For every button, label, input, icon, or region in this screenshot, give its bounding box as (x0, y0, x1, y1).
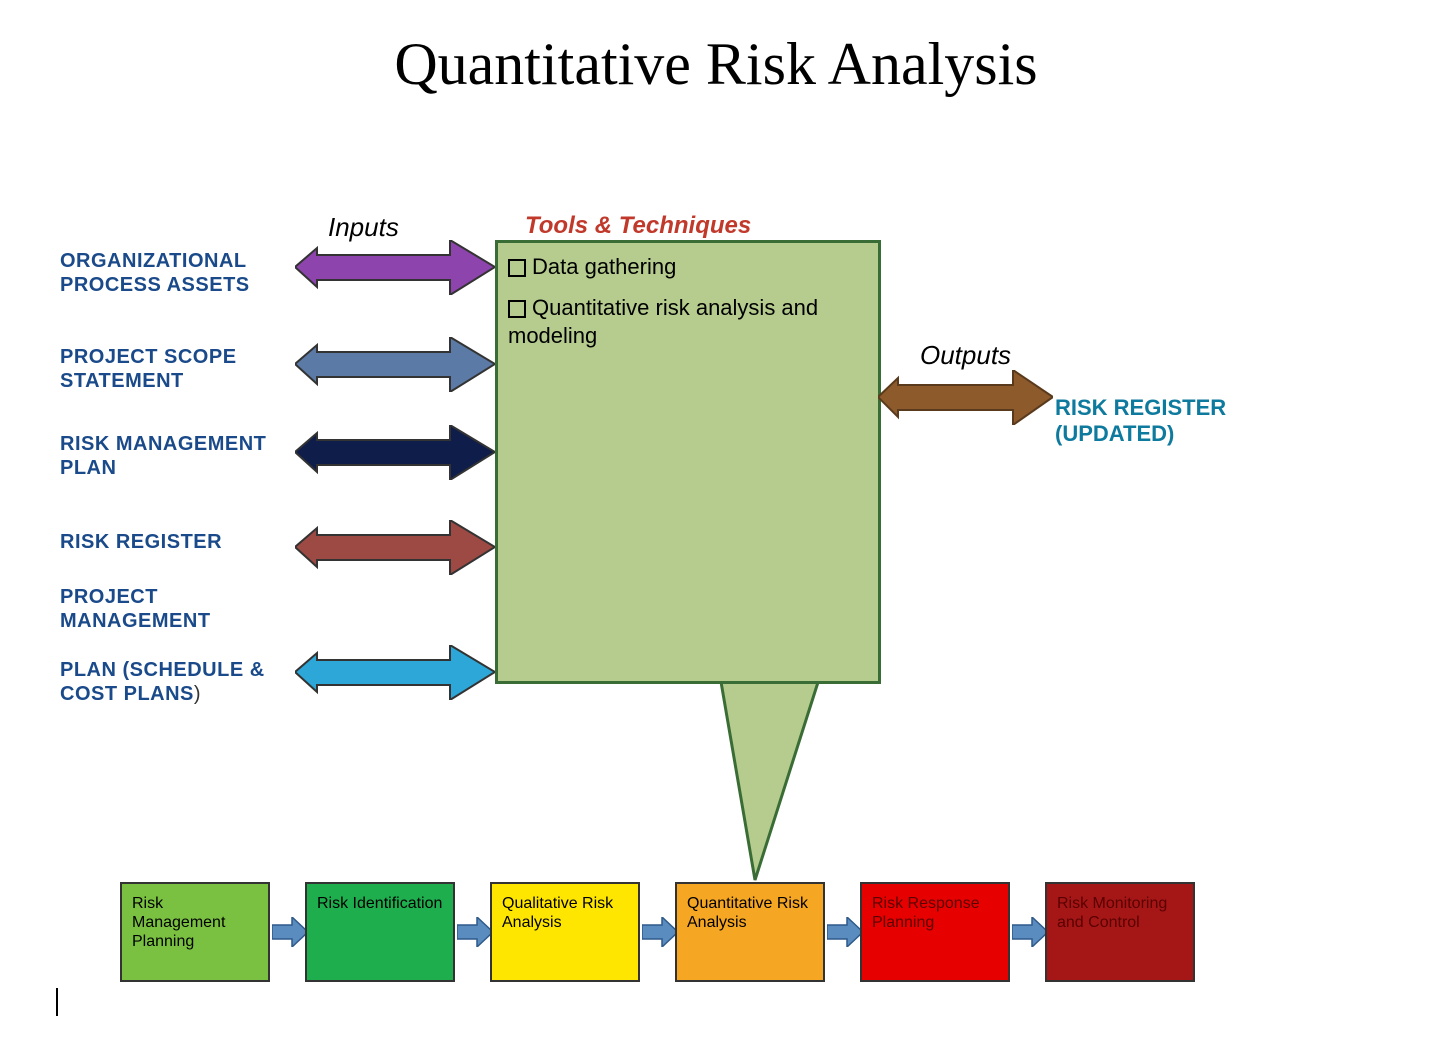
tools-item-1-text: Data gathering (532, 254, 676, 279)
process-step-3: Quantitative Risk Analysis (675, 882, 825, 982)
process-step-1: Risk Identification (305, 882, 455, 982)
tail-join-cover (723, 673, 817, 679)
input-arrow-0 (295, 240, 495, 300)
process-step-2: Qualitative Risk Analysis (490, 882, 640, 982)
input-arrow-2 (295, 425, 495, 485)
input-label-5: PLAN (SCHEDULE & COST PLANS) (60, 658, 280, 706)
input-label-4: PROJECT MANAGEMENT (60, 585, 280, 633)
process-arrow-1 (457, 917, 493, 947)
tools-item-2-text: Quantitative risk analysis and modeling (508, 295, 818, 349)
outputs-label: Outputs (920, 340, 1011, 371)
output-text: RISK REGISTER (UPDATED) (1055, 395, 1235, 448)
input-label-1: PROJECT SCOPE STATEMENT (60, 345, 280, 393)
page-title: Quantitative Risk Analysis (0, 30, 1432, 99)
process-arrow-2 (642, 917, 678, 947)
input-arrow-1 (295, 337, 495, 397)
process-step-5: Risk Monitoring and Control (1045, 882, 1195, 982)
inputs-label: Inputs (328, 212, 399, 243)
tools-box: Data gathering Quantitative risk analysi… (495, 240, 881, 684)
process-step-4: Risk Response Planning (860, 882, 1010, 982)
process-arrow-3 (827, 917, 863, 947)
checkbox-icon (508, 259, 526, 277)
input-label-3: RISK REGISTER (60, 530, 280, 554)
input-label-2: RISK MANAGEMENT PLAN (60, 432, 280, 480)
input-arrow-5 (295, 645, 495, 705)
input-arrow-3 (295, 520, 495, 580)
tools-label: Tools & Techniques (525, 212, 751, 240)
tools-item-2: Quantitative risk analysis and modeling (508, 294, 868, 351)
process-arrow-4 (1012, 917, 1048, 947)
checkbox-icon (508, 300, 526, 318)
tools-item-1: Data gathering (508, 253, 868, 282)
text-cursor-artifact (56, 988, 58, 1016)
process-arrow-0 (272, 917, 308, 947)
input-label-0: ORGANIZATIONAL PROCESS ASSETS (60, 249, 280, 297)
process-step-0: Risk Management Planning (120, 882, 270, 982)
output-arrow (878, 370, 1053, 430)
